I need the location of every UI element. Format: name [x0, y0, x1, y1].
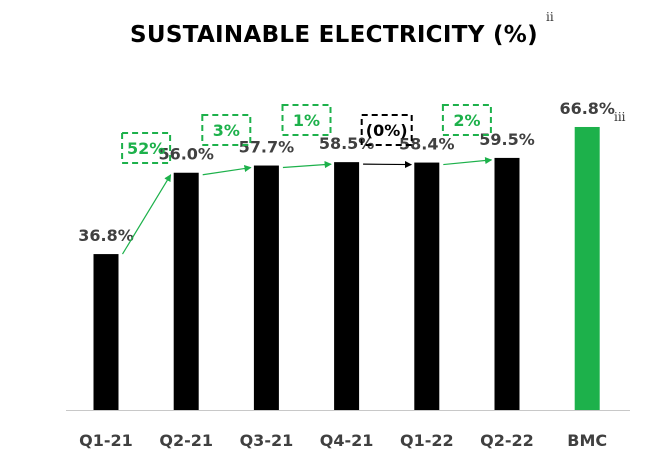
- change-arrow-Q3-21: [202, 164, 252, 176]
- chart-title: SUSTAINABLE ELECTRICITY (%): [130, 22, 538, 48]
- value-label-BMC: 66.8%: [559, 99, 615, 118]
- bar-BMC: [574, 126, 600, 411]
- bar-Q1-22: [414, 162, 440, 410]
- change-box-Q1-22: [360, 114, 413, 146]
- bar-Q4-21: [334, 162, 360, 410]
- category-label-Q2-21: Q2-21: [159, 431, 213, 450]
- category-label-Q1-22: Q1-22: [400, 431, 454, 450]
- title-footnote-marker: ii: [546, 10, 554, 24]
- value-label-Q2-22: 59.5%: [479, 130, 535, 149]
- change-label-Q1-22: (0%): [366, 121, 408, 140]
- value-label-Q4-21: 58.5%: [319, 134, 375, 153]
- change-arrow-Q2-21: [121, 174, 172, 255]
- bar-Q2-22: [494, 157, 520, 410]
- bar-Q2-21: [173, 172, 199, 410]
- value-label-Q3-21: 57.7%: [239, 138, 295, 157]
- bmc-footnote-marker: iii: [614, 110, 626, 124]
- change-arrow-Q4-21: [282, 161, 332, 169]
- value-label-Q1-21: 36.8%: [78, 226, 134, 245]
- bar-Q1-21: [93, 254, 119, 410]
- change-label-Q3-21: 3%: [213, 121, 240, 140]
- change-box-Q2-22: [441, 104, 492, 136]
- category-label-Q2-22: Q2-22: [480, 431, 534, 450]
- category-label-BMC: BMC: [567, 431, 607, 450]
- change-label-Q4-21: 1%: [293, 111, 320, 130]
- value-label-Q2-21: 56.0%: [158, 145, 214, 164]
- change-box-Q3-21: [201, 114, 252, 146]
- change-label-Q2-22: 2%: [453, 111, 480, 130]
- change-label-Q2-21: 52%: [127, 139, 165, 158]
- change-arrow-Q2-22: [443, 156, 493, 166]
- change-box-Q2-21: [121, 132, 172, 164]
- category-label-Q4-21: Q4-21: [320, 431, 374, 450]
- change-box-Q4-21: [281, 104, 332, 136]
- value-label-Q1-22: 58.4%: [399, 135, 455, 154]
- bar-Q3-21: [253, 165, 279, 410]
- category-label-Q1-21: Q1-21: [79, 431, 133, 450]
- category-label-Q3-21: Q3-21: [240, 431, 294, 450]
